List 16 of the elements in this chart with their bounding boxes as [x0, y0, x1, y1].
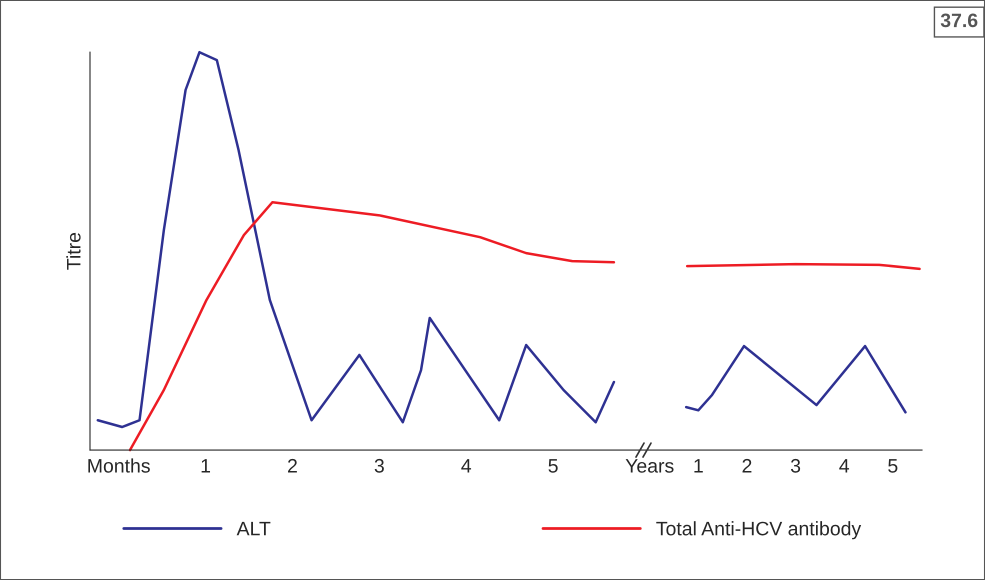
y-axis-title: Titre [66, 232, 81, 270]
x-tick-label: 2 [288, 458, 297, 473]
x-tick-label: Months [88, 458, 150, 473]
x-tick-label: 4 [839, 459, 850, 473]
x-tick-label: 5 [548, 459, 558, 473]
x-tick-label: 5 [888, 459, 898, 473]
text: 37.6 [940, 13, 978, 28]
x-tick-label: 3 [790, 458, 800, 473]
x-tick-label: 1 [202, 459, 210, 473]
legend-label: ALT [236, 522, 270, 536]
x-tick-label: 4 [461, 459, 472, 473]
x-tick-label: 1 [694, 459, 703, 473]
legend-label: Total Anti-HCV antibody [656, 521, 862, 540]
x-tick-label: Years [626, 459, 674, 473]
x-tick-label: 3 [374, 458, 384, 473]
x-tick-label: 2 [742, 458, 752, 473]
